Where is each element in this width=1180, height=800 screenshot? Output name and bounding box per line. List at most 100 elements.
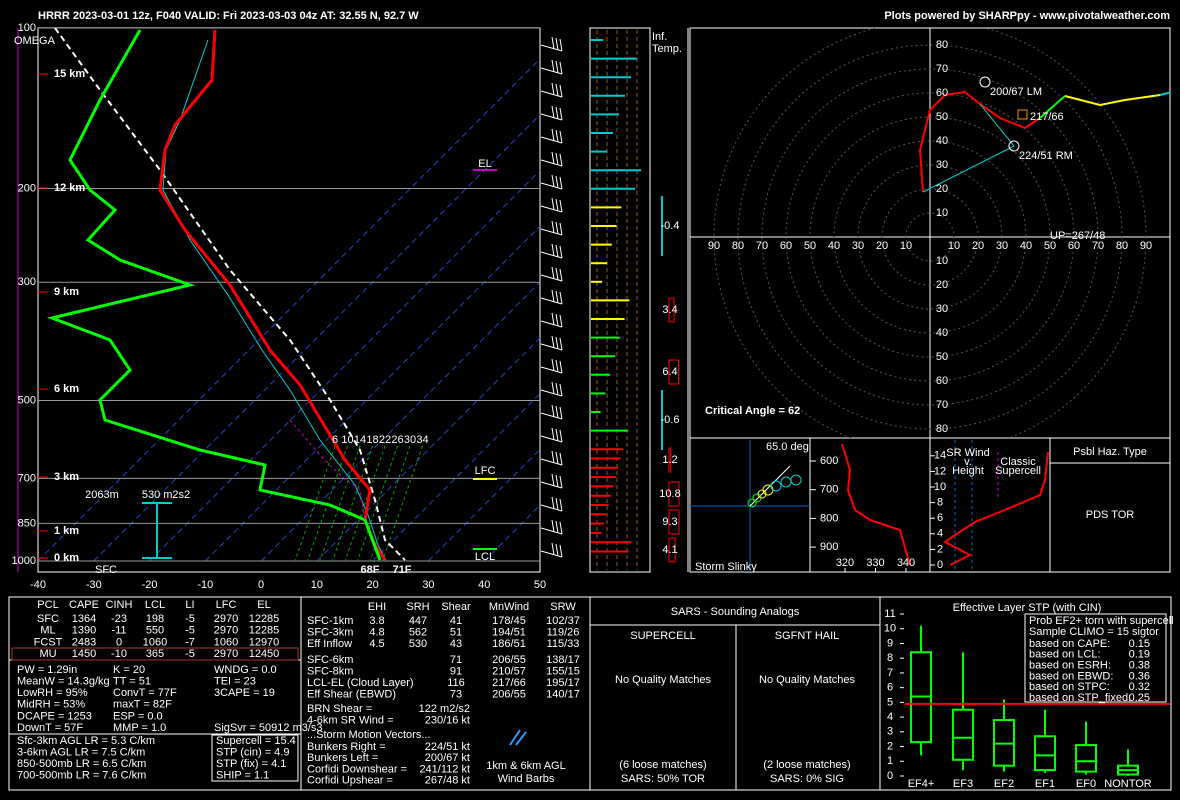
wind-barb (555, 221, 559, 235)
height-label: 15 km (54, 68, 85, 80)
kin-cell: 155/15 (546, 666, 580, 678)
advection-bar (668, 297, 675, 323)
el-label: EL (478, 158, 491, 170)
mixing-ratio-label: 6 (332, 434, 338, 446)
credit: Plots powered by SHARPpy - www.pivotalwe… (884, 10, 1170, 22)
wind-barb (555, 60, 559, 74)
index: SigSvr = 50912 m3/s3 (214, 722, 323, 734)
wind-barb (555, 405, 559, 419)
barb-caption: 1km & 6km AGL (486, 760, 565, 772)
temp-tick-label: 50 (534, 579, 546, 591)
parcel-cell: 1450 (72, 648, 96, 660)
sars-loose: (6 loose matches) (619, 759, 706, 771)
hodo-tick-label: 10 (936, 207, 948, 219)
wind-barb (540, 182, 563, 190)
wind-barb (555, 129, 559, 143)
title: HRRR 2023-03-01 12z, F040 VALID: Fri 202… (38, 10, 419, 22)
wind-barb (540, 435, 563, 443)
stp-tick-label: 10 (884, 623, 896, 635)
srw-title: v. (964, 456, 972, 468)
barb-icon (515, 731, 527, 746)
kin-cell: LCL-EL (Cloud Layer) (307, 677, 414, 689)
slinky-ring (790, 474, 802, 486)
parcel-cell: SFC (37, 613, 59, 625)
stp-tick-label: 1 (887, 755, 893, 767)
advection-label: -0.4 (661, 220, 680, 232)
wind-barb (555, 382, 559, 396)
height-label: 1 km (54, 525, 79, 537)
kin-cell: 91 (450, 666, 462, 678)
height-label: 12 km (54, 182, 85, 194)
advection-label: -0.6 (661, 414, 680, 426)
wind-barb (540, 90, 563, 98)
isotherm (316, 337, 540, 562)
sars-quality: No Quality Matches (759, 674, 855, 686)
stp-box (1075, 744, 1097, 773)
wind-barb (551, 519, 555, 533)
kin-value: 122 m2/s2 (419, 703, 470, 715)
lapse-rate: 700-500mb LR = 7.6 C/km (17, 769, 146, 781)
parcel-header: LCL (145, 599, 165, 611)
parcel-cell: -5 (185, 613, 195, 625)
hodo-tick-label: 50 (936, 111, 948, 123)
wind-barb (555, 474, 559, 488)
hodo-tick-label: 10 (948, 240, 960, 252)
mixing-ratio-line (357, 445, 398, 562)
kin-cell: Eff Shear (EBWD) (307, 689, 396, 701)
wind-barb (540, 113, 563, 121)
mean-wind-label: 217/66 (1030, 111, 1064, 123)
wind-barb (540, 527, 563, 535)
inf-temp-title: Inf. (652, 31, 667, 43)
wind-barb (559, 199, 563, 213)
stp-tick-label: 9 (887, 637, 893, 649)
theta-label: 320 (836, 557, 854, 569)
severe-box (211, 734, 299, 782)
stp-category: EF0 (1076, 778, 1096, 790)
pressure-tick-label: 500 (18, 394, 36, 406)
hodo-ring (785, 92, 1075, 382)
kin-cell: 140/17 (546, 689, 580, 701)
isotherm (428, 448, 540, 562)
parcel-cell: 1060 (214, 636, 238, 648)
srw-height-label: 2 (937, 543, 943, 555)
severe-index: STP (fix) = 4.1 (216, 758, 286, 770)
barb-caption: Wind Barbs (498, 773, 555, 785)
advection-bar (668, 509, 680, 535)
parcel-cell: -7 (185, 636, 195, 648)
kin-cell: 447 (409, 615, 427, 627)
wind-barb (540, 274, 563, 282)
kin-cell: 3.8 (369, 615, 384, 627)
lm-label: 200/67 LM (990, 86, 1042, 98)
parcel-cell: 550 (146, 625, 164, 637)
mixing-ratio-line (332, 445, 373, 562)
hodo-9-12km (1159, 91, 1170, 96)
kin-cell: SFC-3km (307, 627, 353, 639)
parcel-header: EL (257, 599, 270, 611)
wind-barb (559, 291, 563, 305)
parcel-cell: 12285 (249, 613, 280, 625)
hodo-tick-label: 30 (996, 240, 1008, 252)
index: MMP = 1.0 (113, 722, 166, 734)
rm-label: 224/51 RM (1019, 150, 1073, 162)
slinky-ring (747, 498, 757, 508)
motion-label: Corfidi Downshear = (307, 763, 407, 775)
hodo-ring (833, 140, 1027, 334)
advection-label: 1.2 (662, 454, 677, 466)
rm-marker (1008, 140, 1020, 152)
wind-barb (540, 504, 563, 512)
parcel-cell: -5 (185, 625, 195, 637)
hodo-tick-label: 50 (936, 351, 948, 363)
kin-label: 4-6km SR Wind = (307, 714, 394, 726)
kin-cell: 71 (450, 654, 462, 666)
stp-tick-label: 8 (887, 652, 893, 664)
kin-cell: 41 (450, 615, 462, 627)
wind-barb (540, 320, 563, 328)
kin-label: BRN Shear = (307, 703, 372, 715)
clip-group (38, 28, 540, 562)
parcel-cell: 1390 (72, 625, 96, 637)
stp-legend-label: based on ESRH: (1029, 660, 1111, 672)
hodo-tick-label: 80 (936, 423, 948, 435)
kin-cell: 115/33 (547, 638, 580, 650)
